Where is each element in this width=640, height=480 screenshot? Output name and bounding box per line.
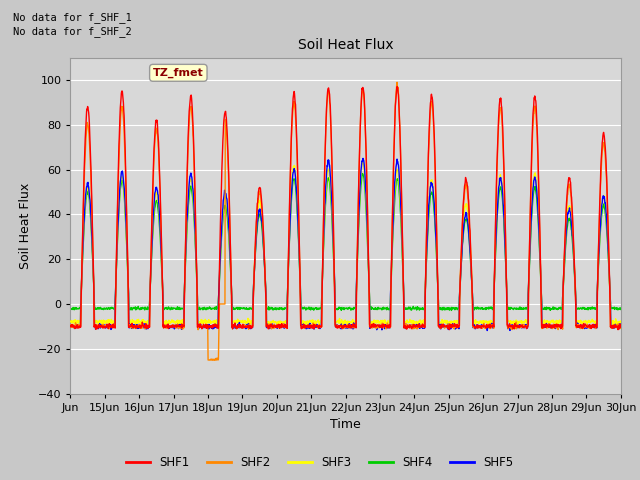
Text: TZ_fmet: TZ_fmet (153, 68, 204, 78)
Text: No data for f_SHF_2: No data for f_SHF_2 (13, 26, 132, 37)
X-axis label: Time: Time (330, 418, 361, 431)
Legend: SHF1, SHF2, SHF3, SHF4, SHF5: SHF1, SHF2, SHF3, SHF4, SHF5 (122, 452, 518, 474)
Y-axis label: Soil Heat Flux: Soil Heat Flux (19, 182, 32, 269)
Text: No data for f_SHF_1: No data for f_SHF_1 (13, 12, 132, 23)
Title: Soil Heat Flux: Soil Heat Flux (298, 38, 394, 52)
